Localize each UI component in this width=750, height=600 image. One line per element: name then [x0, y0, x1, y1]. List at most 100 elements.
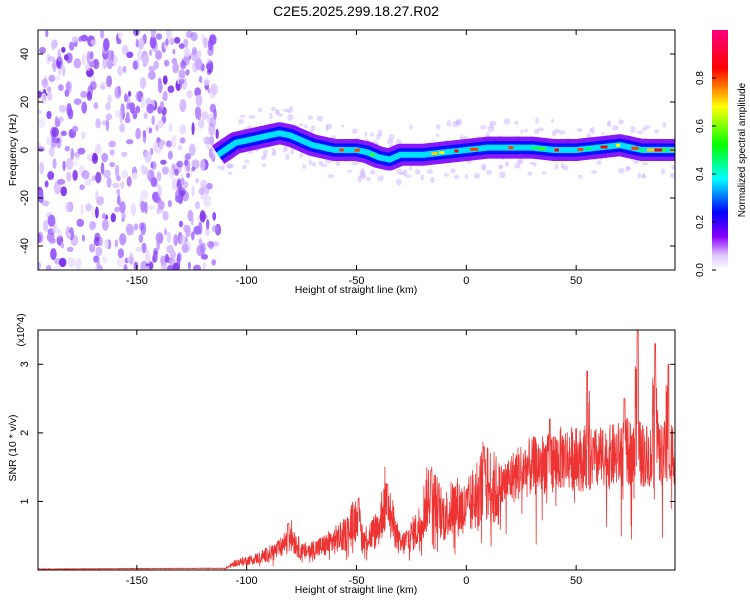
noise-blob — [194, 87, 202, 97]
track-halo — [486, 169, 493, 175]
noise-blob — [147, 204, 156, 211]
noise-blob — [200, 179, 208, 190]
noise-blob — [44, 75, 48, 86]
track-halo — [262, 163, 266, 168]
track-halo — [408, 166, 413, 171]
noise-blob — [166, 265, 174, 270]
noise-blob — [63, 54, 69, 61]
noise-blob — [116, 188, 121, 196]
noise-blob — [129, 252, 134, 263]
track-halo — [654, 129, 660, 134]
track-halo — [514, 120, 519, 125]
noise-blob — [89, 243, 96, 253]
track-halo — [414, 168, 421, 175]
track-halo — [537, 127, 545, 132]
track-halo — [409, 124, 413, 130]
snr-x-tick-label: 0 — [463, 575, 469, 587]
track-halo — [533, 162, 537, 167]
noise-blob — [206, 62, 212, 70]
track-halo — [591, 170, 598, 175]
noise-blob — [107, 94, 112, 104]
noise-blob — [198, 75, 203, 84]
noise-blob — [60, 130, 67, 137]
track-halo — [269, 112, 273, 120]
track-halo — [290, 148, 295, 155]
noise-blob — [198, 118, 205, 129]
track-hotspot — [654, 148, 663, 152]
track-band-inner — [216, 130, 675, 163]
noise-blob — [107, 49, 113, 60]
noise-blob — [201, 111, 209, 120]
track-hotspot — [554, 148, 559, 152]
noise-blob — [138, 37, 145, 50]
noise-blob — [179, 234, 187, 246]
noise-blob — [157, 120, 164, 129]
track-halo — [325, 125, 329, 132]
track-halo — [399, 171, 405, 176]
noise-blob — [46, 86, 52, 93]
noise-blob — [179, 137, 186, 144]
noise-blob — [45, 30, 49, 38]
snr-y-axis: 1 2 3 — [19, 361, 675, 504]
figure-title: C2E5.2025.299.18.27.R02 — [273, 3, 439, 19]
noise-blob — [187, 261, 191, 270]
noise-blob — [185, 225, 191, 238]
track-halo — [299, 123, 304, 127]
noise-blob — [174, 36, 181, 44]
noise-blob — [121, 44, 129, 56]
noise-blob — [150, 161, 157, 170]
track-halo — [227, 171, 233, 175]
noise-blob — [140, 200, 146, 213]
noise-blob — [81, 170, 90, 180]
spectrogram-panel: -150 -100 -50 0 50 -40 -20 0 20 40 Height of str… — [7, 29, 676, 296]
noise-blob — [61, 46, 66, 53]
noise-blob — [186, 172, 190, 179]
noise-blob — [202, 262, 207, 270]
noise-blob — [106, 58, 113, 70]
noise-blob — [106, 75, 113, 88]
noise-blob — [133, 261, 139, 270]
noise-blob — [135, 91, 142, 102]
noise-blob — [155, 232, 164, 244]
noise-blob — [105, 113, 113, 121]
noise-blob — [209, 135, 215, 146]
noise-blob — [119, 110, 124, 124]
noise-blob — [178, 220, 184, 228]
noise-blob — [193, 264, 201, 270]
track-halo — [541, 171, 547, 175]
noise-blob — [194, 106, 202, 116]
noise-blob — [58, 84, 64, 91]
noise-blob — [150, 30, 156, 39]
noise-blob — [84, 63, 91, 72]
noise-blob — [62, 65, 66, 77]
track-halo — [316, 115, 324, 122]
noise-blob — [138, 234, 144, 243]
noise-blob — [206, 218, 210, 230]
noise-blob — [180, 60, 187, 70]
noise-blob — [121, 151, 128, 157]
snr-line — [38, 330, 675, 570]
noise-blob — [56, 56, 63, 70]
track-halo — [271, 147, 276, 152]
track-halo — [387, 138, 394, 145]
noise-blob — [172, 48, 176, 55]
track-hotspot — [454, 149, 459, 153]
track-hotspot — [539, 147, 546, 151]
noise-blob — [200, 253, 209, 260]
track-halo — [435, 133, 440, 138]
noise-blob — [104, 239, 109, 249]
track-halo — [601, 131, 605, 136]
noise-blob — [132, 60, 138, 70]
track-halo — [504, 161, 510, 167]
snr-y-tick-label: 1 — [19, 498, 31, 504]
noise-blob — [155, 33, 163, 40]
track-halo — [554, 163, 559, 170]
colorbar-tick-label: 0.8 — [695, 71, 706, 85]
track-halo — [498, 164, 504, 169]
track-halo — [596, 160, 602, 165]
colorbar-label: Normalized spectral amplitude — [737, 82, 748, 217]
track-halo — [454, 174, 460, 180]
noise-blob — [40, 92, 47, 105]
noise-blob — [144, 150, 152, 163]
track-halo — [241, 164, 247, 170]
